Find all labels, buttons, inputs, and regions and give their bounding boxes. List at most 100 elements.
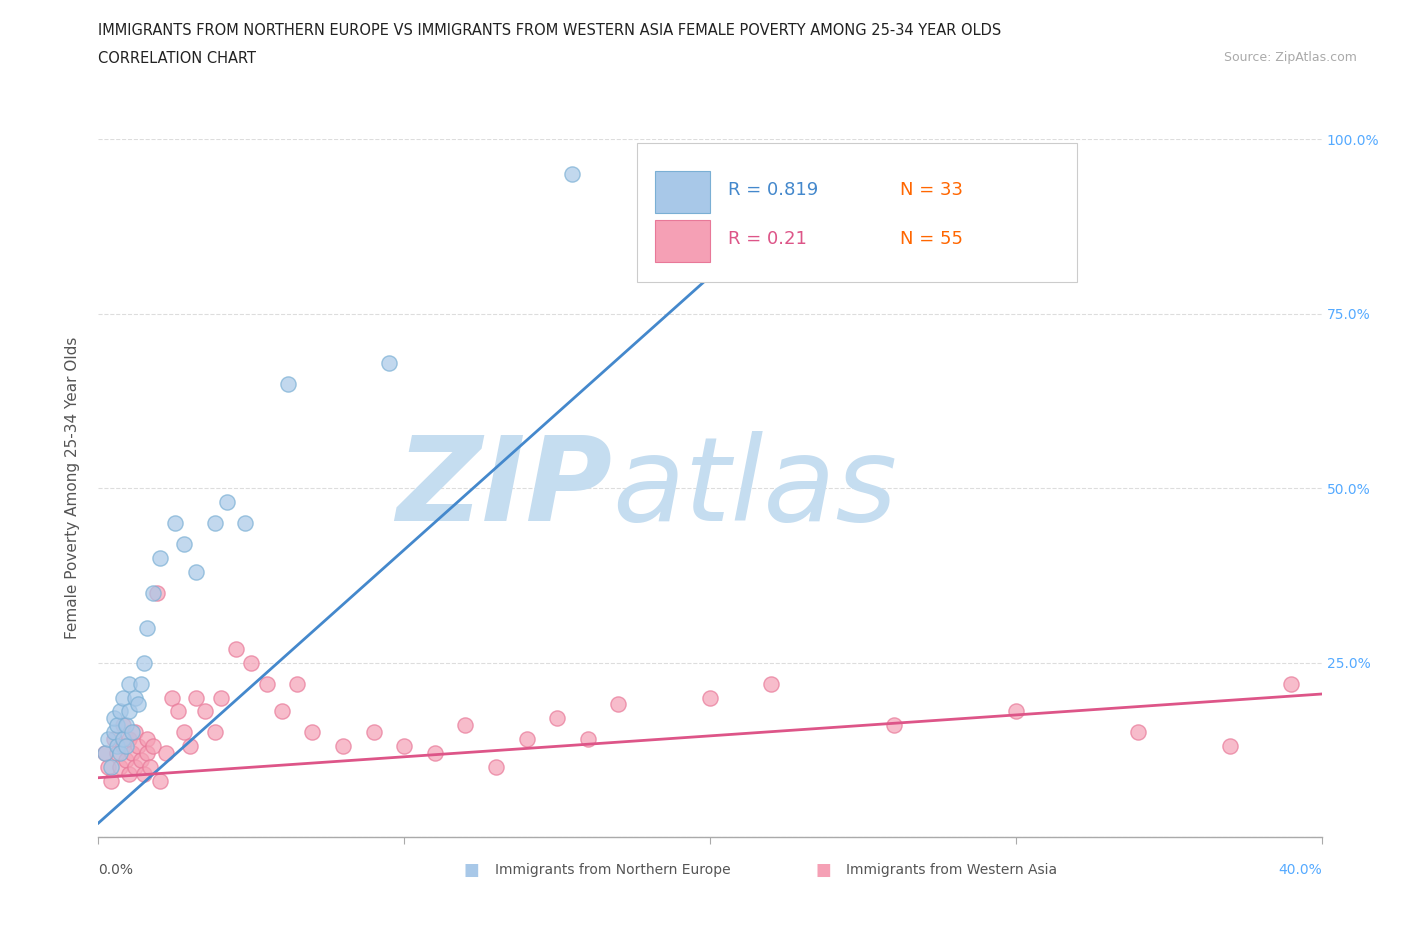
Text: Immigrants from Western Asia: Immigrants from Western Asia [846, 862, 1057, 877]
Point [699, 690, 721, 705]
Point [1279, 676, 1302, 691]
Point [134, 766, 156, 781]
Point [186, 690, 208, 705]
Point [1128, 725, 1150, 740]
Point [105, 718, 128, 733]
Point [194, 704, 217, 719]
Point [160, 690, 183, 705]
Point [124, 690, 146, 705]
Point [139, 760, 162, 775]
Point [100, 760, 122, 775]
Point [136, 732, 159, 747]
Point [97, 732, 120, 747]
Y-axis label: Female Poverty Among 25-34 Year Olds: Female Poverty Among 25-34 Year Olds [65, 337, 80, 640]
Point [225, 642, 247, 657]
Point [118, 732, 141, 747]
Point [204, 725, 226, 740]
Text: atlas: atlas [612, 432, 897, 545]
Point [233, 515, 256, 530]
Text: Immigrants from Northern Europe: Immigrants from Northern Europe [495, 862, 731, 877]
Point [142, 738, 165, 753]
Point [129, 676, 152, 691]
Point [121, 746, 143, 761]
Point [277, 376, 299, 391]
Point [179, 738, 201, 753]
Point [516, 732, 538, 747]
Point [127, 738, 149, 753]
Point [134, 656, 156, 671]
Text: 40.0%: 40.0% [1278, 862, 1322, 877]
Point [93, 746, 115, 761]
Point [392, 738, 416, 753]
Point [149, 551, 172, 565]
Point [115, 718, 138, 733]
Point [103, 732, 125, 747]
Point [270, 704, 292, 719]
Point [118, 676, 141, 691]
Point [108, 746, 131, 761]
Text: Source: ZipAtlas.com: Source: ZipAtlas.com [1223, 51, 1357, 64]
FancyBboxPatch shape [655, 171, 710, 213]
Point [204, 515, 226, 530]
Point [454, 718, 477, 733]
Point [111, 690, 134, 705]
Point [209, 690, 232, 705]
Point [145, 586, 167, 601]
Point [127, 698, 149, 712]
Text: R = 0.819: R = 0.819 [728, 180, 818, 199]
Point [124, 760, 146, 775]
Point [167, 704, 190, 719]
Point [363, 725, 385, 740]
Point [115, 753, 138, 768]
Point [378, 355, 401, 370]
Point [108, 704, 131, 719]
Point [173, 725, 195, 740]
Text: R = 0.21: R = 0.21 [728, 230, 807, 247]
Point [111, 732, 134, 747]
Point [173, 537, 195, 551]
Point [136, 620, 159, 635]
FancyBboxPatch shape [637, 143, 1077, 283]
Text: 0.0%: 0.0% [98, 862, 134, 877]
Point [149, 774, 172, 789]
Text: IMMIGRANTS FROM NORTHERN EUROPE VS IMMIGRANTS FROM WESTERN ASIA FEMALE POVERTY A: IMMIGRANTS FROM NORTHERN EUROPE VS IMMIG… [98, 23, 1001, 38]
Point [115, 738, 138, 753]
Point [561, 167, 583, 182]
Text: ZIP: ZIP [396, 431, 612, 546]
Point [121, 725, 143, 740]
Point [100, 774, 122, 789]
Point [105, 738, 128, 753]
Point [423, 746, 446, 761]
Point [118, 704, 141, 719]
Point [136, 746, 159, 761]
Text: CORRELATION CHART: CORRELATION CHART [98, 51, 256, 66]
Point [1219, 738, 1241, 753]
Text: N = 33: N = 33 [900, 180, 963, 199]
Point [103, 711, 125, 725]
Point [129, 753, 152, 768]
Point [108, 760, 131, 775]
Point [163, 515, 186, 530]
Point [285, 676, 308, 691]
Text: N = 55: N = 55 [900, 230, 963, 247]
Point [546, 711, 568, 725]
Point [93, 746, 115, 761]
Point [652, 167, 675, 182]
Point [485, 760, 508, 775]
Point [607, 698, 630, 712]
FancyBboxPatch shape [655, 219, 710, 261]
Point [124, 725, 146, 740]
Point [118, 766, 141, 781]
Point [215, 495, 238, 510]
Point [111, 738, 134, 753]
Point [301, 725, 323, 740]
Point [759, 676, 782, 691]
Point [186, 565, 208, 579]
Point [111, 718, 134, 733]
Point [1004, 704, 1026, 719]
Text: ■: ■ [464, 860, 479, 879]
Point [103, 725, 125, 740]
Point [576, 732, 599, 747]
Point [332, 738, 354, 753]
Point [105, 746, 128, 761]
